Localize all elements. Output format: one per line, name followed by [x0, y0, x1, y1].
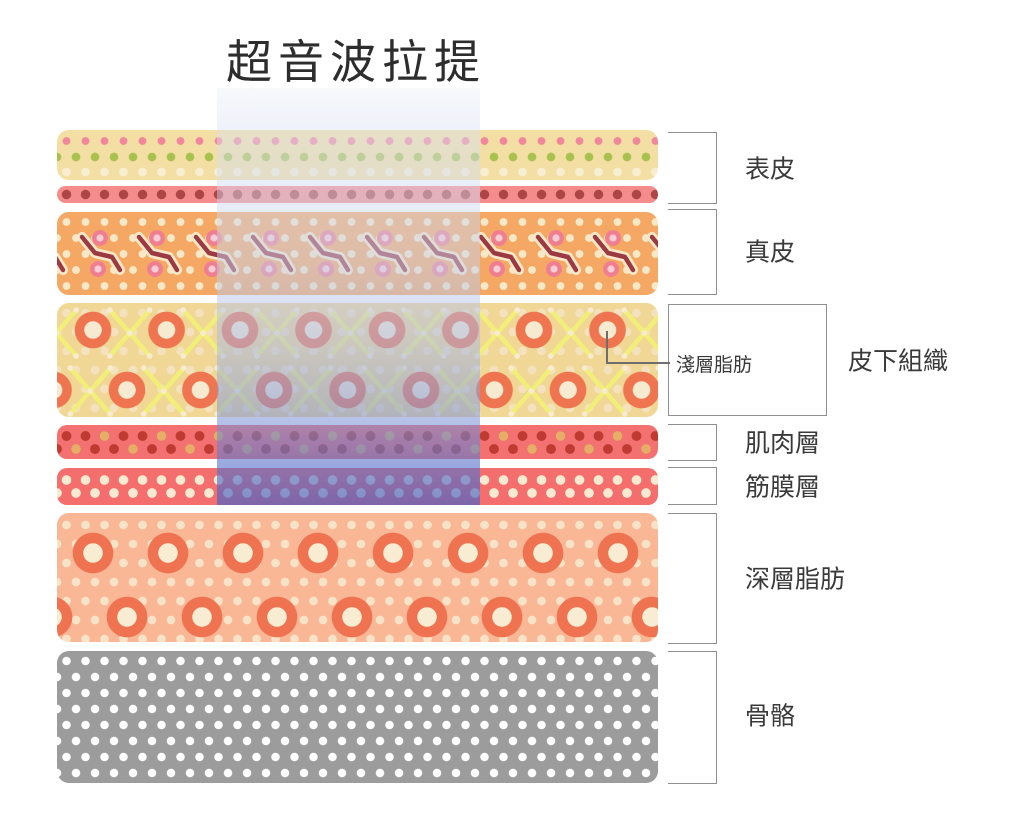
bracket-fascia — [668, 467, 717, 505]
bracket-muscle — [668, 424, 717, 461]
label-bone: 骨骼 — [745, 702, 796, 731]
layer-deep-fat — [57, 513, 658, 642]
callout-line-vertical — [606, 331, 608, 364]
bracket-epidermis — [668, 132, 717, 204]
label-fascia: 筋膜層 — [745, 473, 821, 502]
bracket-dermis — [668, 209, 717, 295]
bracket-deep-fat — [668, 513, 717, 644]
page-title: 超音波拉提 — [226, 36, 486, 88]
ultrasound-beam — [217, 88, 480, 505]
label-superficial-fat: 淺層脂肪 — [676, 354, 753, 376]
label-epidermis: 表皮 — [745, 155, 796, 184]
label-dermis: 真皮 — [745, 238, 796, 267]
layer-bone — [57, 651, 658, 783]
bracket-subcutaneous-box — [668, 304, 827, 416]
callout-line-horizontal — [606, 362, 670, 364]
label-deep-fat: 深層脂肪 — [745, 565, 846, 594]
label-subcutaneous: 皮下組織 — [848, 347, 949, 376]
bracket-bone — [668, 651, 717, 784]
label-muscle: 肌肉層 — [745, 429, 821, 458]
